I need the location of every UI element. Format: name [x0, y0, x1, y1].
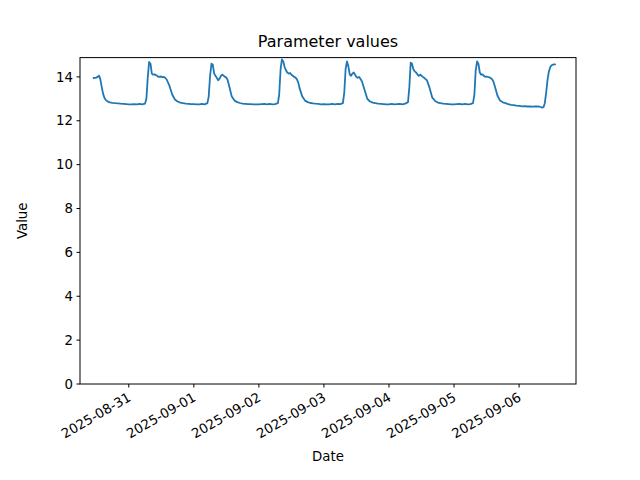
x-axis-ticks: 2025-08-312025-09-012025-09-022025-09-03… — [59, 384, 524, 441]
x-tick-label: 2025-09-01 — [124, 390, 198, 442]
y-tick-label: 2 — [65, 333, 73, 348]
y-tick-label: 10 — [56, 157, 73, 172]
x-tick-label: 2025-08-31 — [59, 390, 133, 442]
x-tick-label: 2025-09-03 — [254, 390, 328, 442]
y-tick-label: 4 — [65, 289, 73, 304]
x-tick-label: 2025-09-04 — [319, 390, 393, 442]
x-tick-label: 2025-09-06 — [449, 390, 523, 442]
y-axis-ticks: 0 2 4 6 8 10 12 14 — [56, 70, 80, 392]
y-tick-label: 6 — [65, 245, 73, 260]
plot-area — [80, 58, 576, 384]
y-axis-label: Value — [15, 203, 30, 240]
y-tick-label: 12 — [56, 113, 73, 128]
chart-canvas: 2025-08-312025-09-012025-09-022025-09-03… — [0, 0, 640, 480]
figure: 2025-08-312025-09-012025-09-022025-09-03… — [0, 0, 640, 480]
chart-title: Parameter values — [258, 32, 398, 51]
x-axis-label: Date — [312, 449, 344, 464]
x-tick-label: 2025-09-02 — [189, 390, 263, 442]
y-tick-label: 0 — [65, 377, 73, 392]
y-tick-label: 8 — [65, 201, 73, 216]
y-tick-label: 14 — [56, 70, 73, 85]
x-tick-label: 2025-09-05 — [384, 390, 458, 442]
